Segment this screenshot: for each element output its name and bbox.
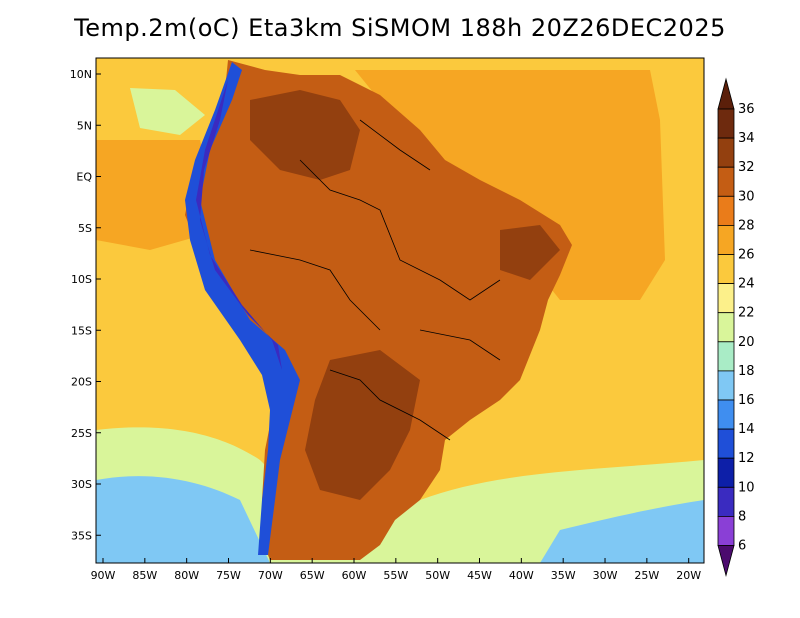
colorbar-swatch bbox=[717, 516, 735, 546]
lat-tick-label: 5S bbox=[78, 222, 92, 235]
ocean-mild-northwest bbox=[130, 88, 205, 135]
plot-frame bbox=[95, 57, 705, 564]
colorbar-label: 8 bbox=[738, 509, 746, 524]
colorbar-label: 6 bbox=[738, 539, 746, 554]
colorbar-swatch bbox=[717, 108, 735, 139]
colorbar-bottom-arrow bbox=[717, 545, 735, 578]
colorbar-swatch bbox=[717, 224, 735, 255]
colorbar-label: 32 bbox=[738, 160, 755, 175]
colorbar-label: 16 bbox=[738, 393, 755, 408]
lon-tick-label: 70W bbox=[258, 569, 283, 582]
colorbar-swatch bbox=[717, 341, 735, 372]
colorbar-swatch bbox=[717, 166, 735, 197]
colorbar-swatch bbox=[717, 254, 735, 285]
colorbar-swatch bbox=[717, 457, 735, 488]
colorbar-label: 20 bbox=[738, 335, 755, 350]
colorbar-swatch bbox=[717, 283, 735, 314]
colorbar-swatch bbox=[717, 137, 735, 168]
ocean-cool-band bbox=[96, 476, 704, 563]
lon-tick-label: 50W bbox=[425, 569, 450, 582]
colorbar-label: 28 bbox=[738, 218, 755, 233]
lon-tick-label: 60W bbox=[342, 569, 367, 582]
lon-tick-label: 75W bbox=[216, 569, 241, 582]
lat-tick-label: 25S bbox=[71, 427, 92, 440]
country-borders bbox=[249, 119, 501, 441]
colorbar-label: 14 bbox=[738, 422, 755, 437]
lon-tick-label: 40W bbox=[509, 569, 534, 582]
lon-tick-label: 65W bbox=[300, 569, 325, 582]
colorbar-swatch bbox=[717, 486, 735, 517]
lon-tick-label: 80W bbox=[174, 569, 199, 582]
colorbar-swatch bbox=[717, 312, 735, 343]
lat-tick-label: 10N bbox=[70, 68, 92, 81]
lon-tick-label: 45W bbox=[467, 569, 492, 582]
lat-tick-label: 15S bbox=[71, 324, 92, 337]
colorbar-label: 24 bbox=[738, 277, 755, 292]
latitude-axis: 10N 5N EQ 5S 10S 15S 20S 25S 30S 35S bbox=[70, 68, 101, 542]
colorbar-label: 34 bbox=[738, 131, 755, 146]
lon-tick-label: 30W bbox=[593, 569, 618, 582]
temperature-colorbar: 36 34 32 30 28 26 24 22 20 18 16 14 12 10 8 6 bbox=[717, 77, 755, 578]
colorbar-swatch bbox=[717, 370, 735, 401]
lon-tick-label: 35W bbox=[551, 569, 576, 582]
colorbar-swatch bbox=[717, 195, 735, 226]
lat-tick-label: 20S bbox=[71, 376, 92, 389]
colorbar-label: 10 bbox=[738, 480, 755, 495]
lon-tick-label: 90W bbox=[91, 569, 116, 582]
colorbar-label: 26 bbox=[738, 248, 755, 263]
colorbar-label: 36 bbox=[738, 102, 755, 117]
longitude-axis: 90W 85W 80W 75W 70W 65W 60W 55W 50W 45W 40W 35W 30W 2… bbox=[91, 558, 701, 582]
lon-tick-label: 85W bbox=[132, 569, 157, 582]
lat-tick-label: 5N bbox=[77, 119, 92, 132]
interior-hot-region bbox=[250, 90, 560, 500]
colorbar-top-arrow bbox=[717, 77, 735, 110]
lon-tick-label: 55W bbox=[383, 569, 408, 582]
lat-tick-label: 10S bbox=[71, 273, 92, 286]
andes-cold-strip bbox=[185, 62, 300, 555]
colorbar-swatch bbox=[717, 399, 735, 430]
ocean-warm-band bbox=[355, 70, 665, 300]
colorbar-label: 12 bbox=[738, 451, 755, 466]
lon-tick-label: 25W bbox=[634, 569, 659, 582]
colorbar-label: 22 bbox=[738, 306, 755, 321]
temperature-field bbox=[96, 58, 704, 563]
lon-tick-label: 20W bbox=[676, 569, 701, 582]
map-title: Temp.2m(oC) Eta3km SiSMOM 188h 20Z26DEC2… bbox=[74, 14, 726, 42]
colorbar-label: 30 bbox=[738, 189, 755, 204]
lat-tick-label: 35S bbox=[71, 529, 92, 542]
andes-coldest-core bbox=[196, 80, 282, 370]
lat-tick-label: EQ bbox=[76, 171, 92, 184]
colorbar-swatch bbox=[717, 428, 735, 459]
lat-tick-label: 30S bbox=[71, 478, 92, 491]
colorbar-label: 18 bbox=[738, 364, 755, 379]
